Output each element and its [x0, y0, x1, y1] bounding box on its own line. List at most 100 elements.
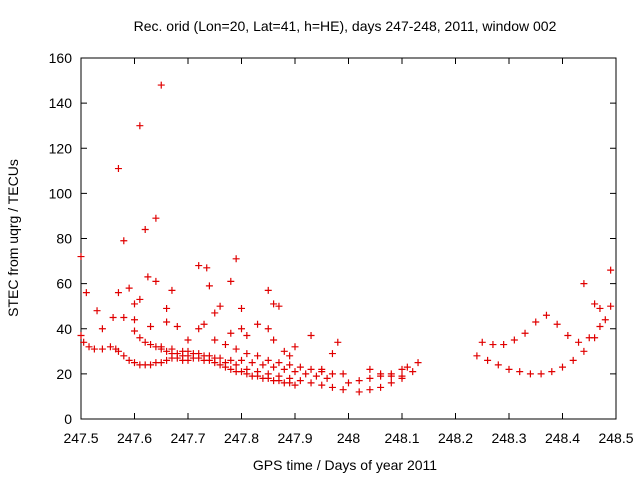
data-point: [377, 370, 385, 378]
data-point: [596, 322, 604, 330]
data-point: [580, 280, 588, 288]
data-point: [157, 343, 165, 351]
data-point: [136, 334, 144, 342]
data-point: [254, 368, 262, 376]
data-point: [211, 309, 219, 317]
data-point: [106, 343, 114, 351]
data-point: [195, 350, 203, 358]
data-point: [114, 289, 122, 297]
data-point: [227, 329, 235, 337]
data-point: [168, 345, 176, 353]
x-tick-labels: 247.5 247.6 247.7 247.8 247.9 248 248.1 248.2 24…: [63, 430, 633, 446]
data-point: [173, 350, 181, 358]
data-point: [542, 311, 550, 319]
data-point: [366, 374, 374, 382]
data-point: [136, 122, 144, 130]
y-tick-label: 0: [64, 411, 72, 427]
data-point: [307, 379, 315, 387]
x-tick-label: 247.6: [117, 430, 152, 446]
data-point: [77, 253, 85, 261]
data-point: [521, 329, 529, 337]
data-point: [131, 316, 138, 324]
data-point: [109, 313, 117, 321]
data-point: [184, 347, 192, 355]
data-point: [286, 374, 294, 382]
data-point: [596, 304, 604, 312]
data-point: [564, 332, 572, 340]
y-tick-label: 140: [49, 95, 73, 111]
data-points: [77, 81, 615, 396]
data-point: [163, 318, 171, 326]
data-point: [387, 379, 395, 387]
data-point: [173, 322, 181, 330]
data-point: [387, 372, 395, 380]
data-point: [291, 381, 299, 389]
data-point: [147, 322, 155, 330]
data-point: [131, 300, 138, 308]
data-point: [232, 255, 240, 263]
x-tick-label: 248.2: [438, 430, 473, 446]
data-point: [398, 372, 406, 380]
data-point: [478, 338, 486, 346]
data-point: [328, 350, 336, 358]
x-tick-label: 247.7: [170, 430, 205, 446]
data-point: [355, 377, 363, 385]
data-point: [77, 332, 85, 340]
data-point: [312, 372, 320, 380]
data-point: [157, 359, 165, 367]
data-point: [323, 374, 331, 382]
data-point: [280, 347, 288, 355]
data-point: [318, 365, 326, 373]
data-point: [264, 356, 272, 364]
data-point: [537, 370, 545, 378]
data-point: [168, 286, 176, 294]
data-point: [141, 225, 149, 233]
data-point: [243, 350, 251, 358]
x-tick-label: 248.5: [598, 430, 633, 446]
data-point: [93, 307, 101, 315]
x-tick-label: 248.3: [491, 430, 526, 446]
y-axis-label: STEC from uqrg / TECUs: [5, 159, 21, 317]
data-point: [601, 316, 609, 324]
data-point: [98, 325, 106, 333]
data-point: [318, 381, 326, 389]
data-point: [291, 368, 299, 376]
data-point: [120, 237, 128, 245]
data-point: [291, 343, 299, 351]
data-point: [157, 81, 165, 89]
data-point: [147, 341, 155, 349]
x-tick-label: 247.5: [63, 430, 98, 446]
data-point: [98, 345, 106, 353]
data-point: [500, 341, 508, 349]
data-point: [516, 368, 524, 376]
data-point: [409, 368, 417, 376]
data-point: [328, 383, 336, 391]
data-point: [125, 356, 133, 364]
y-tick-label: 160: [49, 50, 73, 66]
data-point: [195, 325, 203, 333]
data-point: [575, 338, 583, 346]
data-point: [296, 377, 304, 385]
data-point: [607, 266, 615, 274]
data-point: [264, 325, 272, 333]
data-point: [152, 214, 160, 222]
data-point: [484, 356, 492, 364]
data-point: [334, 338, 342, 346]
data-point: [473, 352, 481, 360]
data-point: [238, 356, 245, 364]
data-point: [184, 336, 192, 344]
data-point: [270, 300, 278, 308]
data-point: [163, 356, 171, 364]
data-point: [377, 383, 385, 391]
data-point: [248, 359, 256, 367]
x-tick-label: 248: [337, 430, 361, 446]
data-point: [131, 327, 138, 335]
data-point: [270, 336, 278, 344]
data-point: [125, 284, 133, 292]
data-point: [216, 302, 224, 310]
data-point: [205, 352, 213, 360]
data-point: [585, 334, 593, 342]
x-axis-label: GPS time / Days of year 2011: [253, 457, 437, 473]
data-point: [296, 363, 304, 371]
data-point: [243, 332, 251, 340]
